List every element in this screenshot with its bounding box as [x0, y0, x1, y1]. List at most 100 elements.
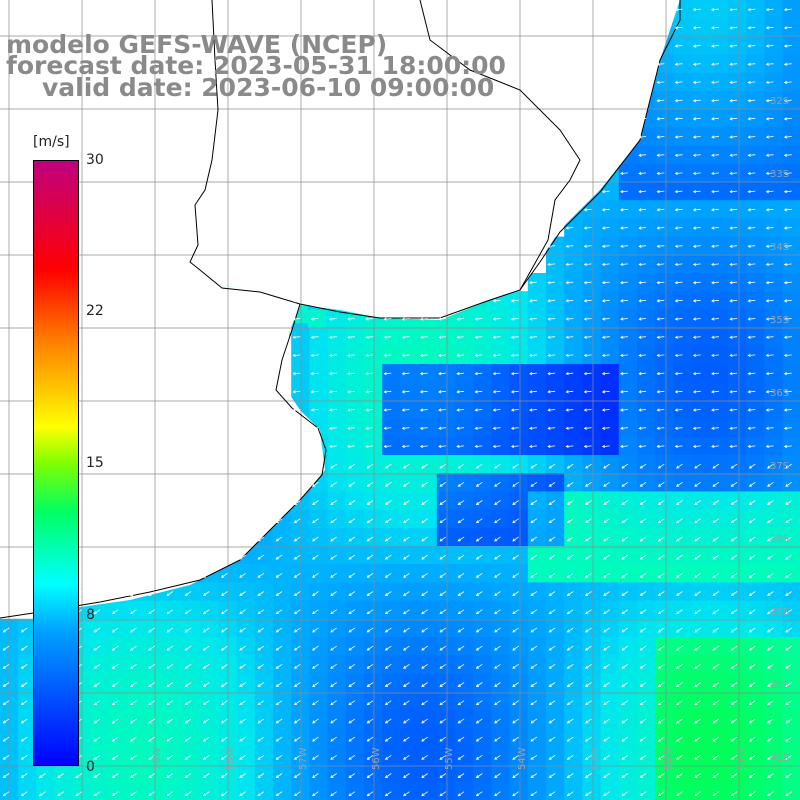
wind-cell — [582, 527, 602, 547]
wind-arrow-head — [603, 629, 607, 633]
wind-arrow — [385, 791, 392, 797]
wind-arrow-head — [674, 189, 678, 194]
wind-cell — [327, 618, 347, 638]
wind-arrow-head — [512, 684, 516, 687]
wind-cell — [418, 728, 438, 747]
wind-arrow — [294, 554, 301, 560]
wind-arrow-head — [530, 611, 534, 615]
wind-arrow — [329, 390, 337, 393]
wind-cell — [709, 764, 729, 784]
wind-arrow — [421, 536, 428, 542]
wind-arrow-head — [438, 353, 442, 358]
wind-arrow — [330, 518, 337, 524]
wind-cell — [327, 728, 347, 747]
wind-cell — [673, 709, 693, 729]
wind-cell — [673, 509, 693, 529]
wind-cell — [436, 546, 456, 565]
wind-arrow — [767, 627, 774, 633]
wind-cell — [327, 691, 347, 711]
wind-arrow-head — [712, 520, 716, 524]
wind-arrow — [530, 554, 538, 560]
wind-arrow-head — [456, 408, 460, 412]
wind-arrow — [312, 645, 319, 651]
wind-cell — [618, 509, 638, 529]
wind-cell — [491, 691, 511, 711]
wind-arrow — [784, 154, 792, 156]
wind-arrow-head — [130, 684, 134, 687]
wind-arrow-head — [312, 538, 316, 542]
wind-arrow-head — [783, 226, 788, 230]
wind-arrow — [675, 318, 683, 320]
wind-arrow-head — [783, 317, 788, 321]
wind-arrow-head — [457, 793, 461, 797]
wind-arrow-head — [93, 720, 97, 724]
wind-arrow-head — [656, 135, 660, 139]
wind-arrow-head — [221, 720, 225, 724]
wind-arrow — [548, 336, 556, 338]
wind-cell — [691, 291, 711, 310]
wind-cell — [673, 345, 693, 365]
wind-arrow — [367, 645, 374, 651]
wind-arrow-head — [729, 299, 733, 303]
wind-cell — [655, 764, 674, 784]
wind-arrow-head — [785, 720, 789, 724]
wind-arrow-head — [547, 444, 551, 449]
wind-arrow — [330, 754, 337, 760]
wind-arrow-head — [474, 390, 478, 394]
wind-cell — [273, 673, 292, 693]
wind-arrow — [603, 463, 610, 469]
wind-arrow — [148, 700, 155, 706]
wind-arrow — [112, 754, 119, 760]
wind-arrow-head — [20, 647, 25, 651]
wind-cell — [564, 564, 583, 583]
wind-cell — [436, 491, 456, 511]
wind-arrow — [239, 682, 246, 687]
wind-arrow — [603, 754, 610, 760]
wind-cell — [418, 400, 438, 420]
wind-arrow — [421, 663, 428, 669]
wind-arrow — [293, 445, 301, 447]
wind-arrow — [567, 463, 574, 469]
wind-arrow-head — [348, 611, 352, 615]
wind-arrow-head — [366, 538, 370, 542]
wind-arrow-head — [729, 262, 733, 267]
wind-arrow — [348, 682, 356, 687]
wind-cell — [291, 364, 310, 383]
wind-cell — [582, 618, 602, 638]
wind-arrow-head — [765, 189, 769, 194]
wind-cell — [382, 546, 401, 565]
wind-cell — [527, 600, 547, 620]
wind-arrow-head — [547, 280, 551, 285]
wind-arrow-head — [639, 738, 643, 742]
wind-arrow — [675, 117, 683, 120]
wind-arrow-head — [692, 262, 697, 267]
wind-cell — [673, 564, 693, 583]
wind-arrow-head — [730, 538, 734, 542]
wind-cell — [382, 527, 401, 547]
wind-cell — [455, 418, 474, 438]
wind-cell — [364, 637, 383, 656]
wind-cell — [600, 436, 620, 456]
wind-arrow-head — [603, 465, 607, 469]
wind-cell — [254, 655, 274, 674]
wind-arrow-head — [148, 611, 152, 615]
wind-cell — [91, 782, 110, 800]
wind-arrow-head — [729, 80, 733, 85]
wind-cell — [491, 564, 511, 583]
wind-arrow-head — [439, 793, 443, 797]
wind-arrow — [457, 299, 465, 302]
wind-cell — [382, 327, 401, 347]
wind-cell — [764, 637, 784, 656]
wind-cell — [0, 709, 19, 729]
wind-arrow-head — [292, 371, 296, 376]
wind-arrow — [294, 645, 301, 651]
wind-arrow — [675, 8, 683, 11]
wind-arrow-head — [694, 684, 698, 687]
wind-arrow — [603, 773, 610, 778]
wind-arrow-head — [512, 629, 516, 633]
wind-arrow-head — [712, 483, 716, 487]
wind-arrow-head — [548, 593, 552, 596]
wind-arrow-head — [275, 538, 279, 542]
wind-cell — [254, 673, 274, 693]
wind-arrow — [420, 390, 428, 393]
